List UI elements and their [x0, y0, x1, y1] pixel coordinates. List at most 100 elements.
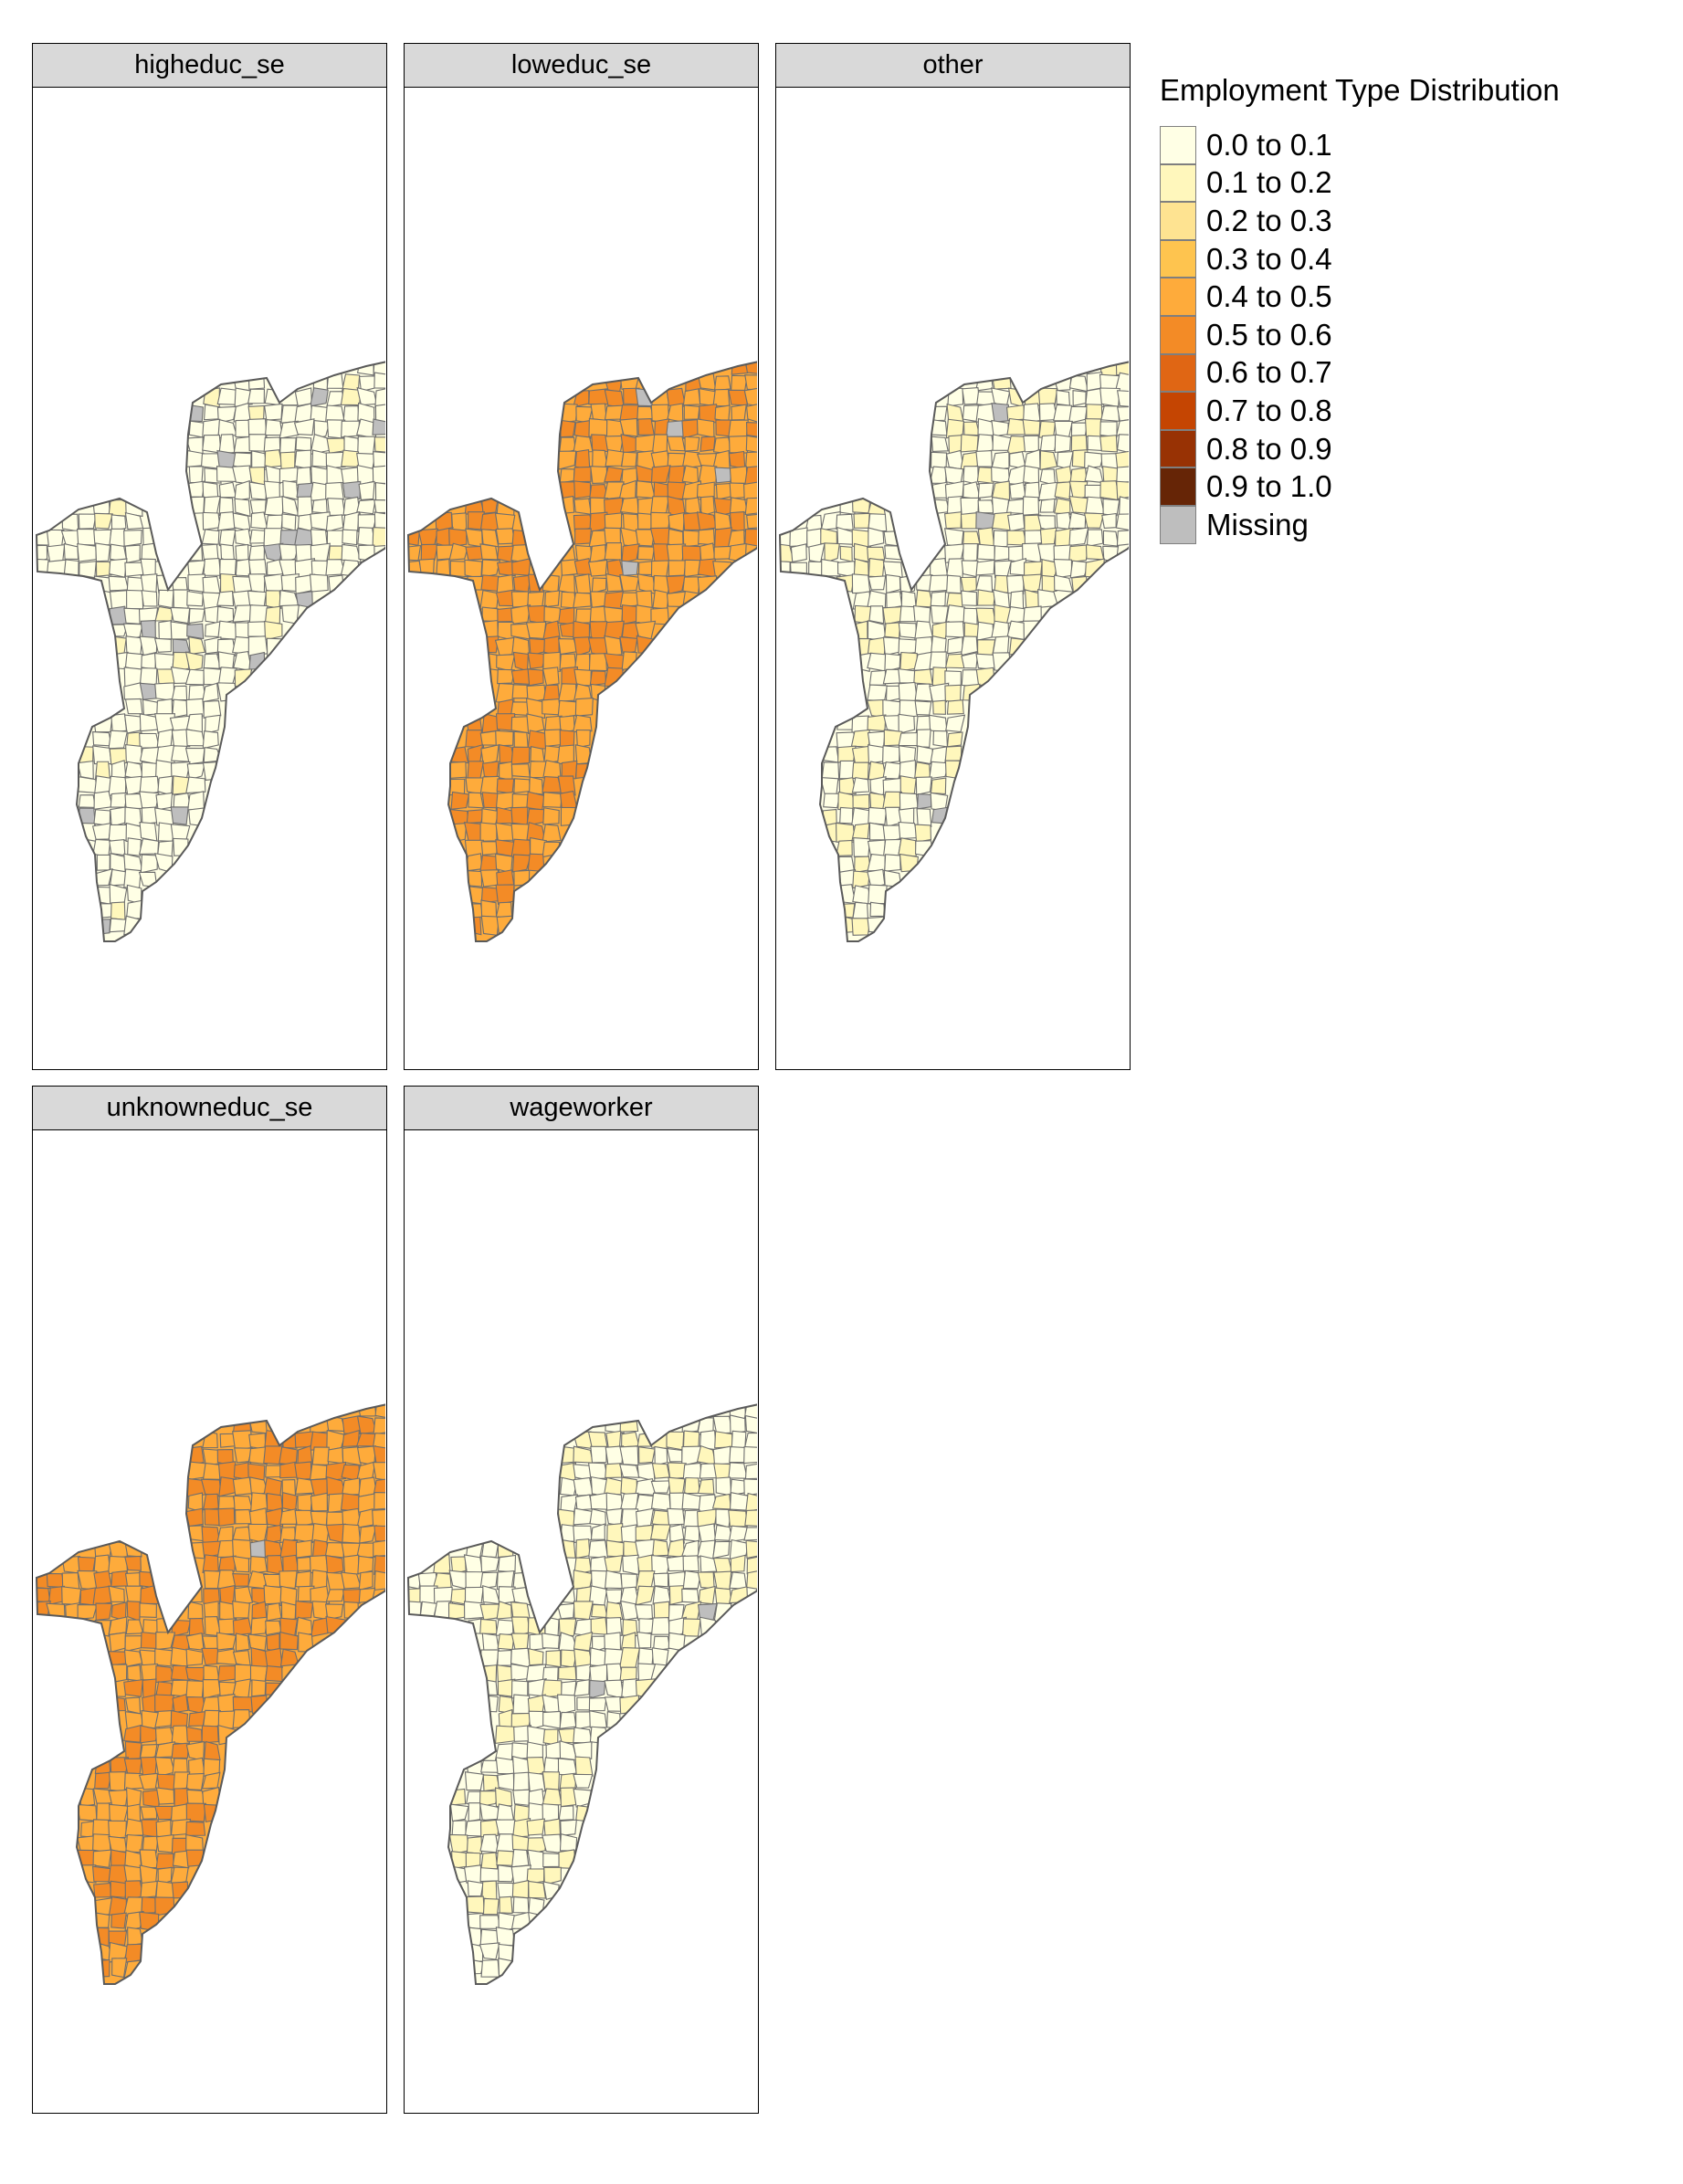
district-shape	[1102, 530, 1120, 547]
district-shape	[513, 730, 529, 751]
district-shape	[728, 1509, 748, 1528]
district-shape	[480, 1958, 500, 1978]
district-shape	[497, 1554, 517, 1573]
facet-panel-higheduc: higheduc_se	[32, 43, 387, 1070]
district-shape	[745, 402, 757, 425]
district-shape	[712, 1540, 731, 1559]
district-shape	[325, 1589, 345, 1602]
district-shape	[635, 1524, 653, 1541]
district-shape	[451, 512, 468, 531]
district-shape	[234, 1586, 254, 1607]
district-shape	[93, 1554, 111, 1574]
district-shape	[294, 449, 312, 470]
legend-label: 0.5 to 0.6	[1206, 317, 1332, 352]
country-border	[406, 1403, 757, 1985]
district-shape	[542, 792, 563, 808]
legend-swatch	[1160, 163, 1196, 203]
district-shape	[913, 651, 934, 671]
district-shape	[123, 868, 142, 888]
district-shape	[310, 1492, 328, 1512]
district-shape	[123, 1758, 142, 1775]
district-shape	[1115, 513, 1129, 532]
district-shape	[589, 544, 606, 563]
district-shape	[931, 436, 949, 453]
district-shape	[990, 387, 1011, 406]
district-shape	[528, 1647, 544, 1666]
country-border	[406, 361, 757, 942]
district-shape	[573, 480, 592, 499]
district-shape	[140, 1880, 158, 1899]
district-shape	[155, 1833, 175, 1853]
district-shape	[340, 559, 362, 578]
district-shape	[885, 573, 901, 594]
district-shape	[170, 606, 191, 625]
district-shape	[525, 698, 546, 719]
district-shape	[636, 545, 656, 561]
district-shape	[482, 1897, 500, 1916]
district-shape	[898, 731, 919, 747]
district-shape	[1023, 605, 1042, 622]
legend-item: 0.6 to 0.7	[1160, 353, 1560, 393]
district-shape	[868, 527, 885, 548]
district-shape	[342, 529, 358, 546]
district-shape	[542, 684, 561, 701]
district-shape	[962, 481, 982, 500]
district-shape	[264, 1647, 283, 1669]
district-shape	[558, 683, 577, 702]
facet-panel-unknowneduc: unknowneduc_se	[32, 1086, 387, 2114]
district-shape	[681, 1588, 699, 1603]
district-shape	[853, 542, 869, 562]
district-shape	[746, 1555, 757, 1575]
district-shape	[232, 1555, 250, 1573]
district-shape	[171, 1881, 189, 1899]
district-shape	[977, 499, 995, 514]
district-shape	[358, 1587, 376, 1603]
district-shape	[450, 791, 470, 810]
district-shape	[930, 777, 947, 795]
district-shape	[374, 387, 385, 408]
district-shape	[543, 1866, 562, 1885]
district-shape	[47, 543, 66, 562]
district-shape	[216, 638, 237, 656]
district-shape	[94, 512, 113, 530]
district-shape	[155, 792, 174, 811]
district-shape	[914, 761, 931, 780]
district-shape	[480, 841, 498, 856]
district-shape	[960, 434, 979, 453]
district-shape	[604, 389, 625, 408]
district-shape	[976, 543, 995, 561]
district-shape	[1102, 498, 1120, 517]
district-shape	[1102, 545, 1119, 564]
district-shape	[232, 1617, 253, 1636]
district-shape	[247, 573, 266, 593]
legend-item: 0.4 to 0.5	[1160, 278, 1560, 316]
district-shape	[589, 1508, 606, 1527]
district-shape	[203, 557, 222, 576]
district-shape	[530, 746, 545, 763]
district-shape	[234, 387, 253, 407]
district-shape	[990, 451, 1010, 471]
district-shape	[373, 1539, 385, 1558]
district-shape	[930, 499, 951, 515]
district-shape	[479, 620, 499, 639]
district-shape	[650, 465, 671, 484]
district-shape	[109, 558, 128, 578]
district-shape	[527, 604, 547, 625]
district-shape	[975, 559, 995, 576]
district-shape	[46, 1602, 66, 1622]
district-shape	[499, 1895, 513, 1915]
district-shape	[882, 824, 904, 843]
district-shape	[884, 854, 901, 872]
district-shape	[943, 511, 962, 530]
district-shape	[140, 1725, 159, 1744]
district-shape	[77, 1803, 98, 1822]
district-shape	[297, 496, 313, 517]
district-shape	[373, 1477, 385, 1497]
district-shape	[93, 790, 113, 810]
district-shape	[279, 1461, 298, 1479]
district-shape	[265, 1507, 284, 1528]
legend-item: 0.3 to 0.4	[1160, 239, 1560, 278]
district-shape	[310, 1585, 331, 1606]
district-shape	[587, 1462, 608, 1480]
district-shape	[573, 1741, 593, 1759]
